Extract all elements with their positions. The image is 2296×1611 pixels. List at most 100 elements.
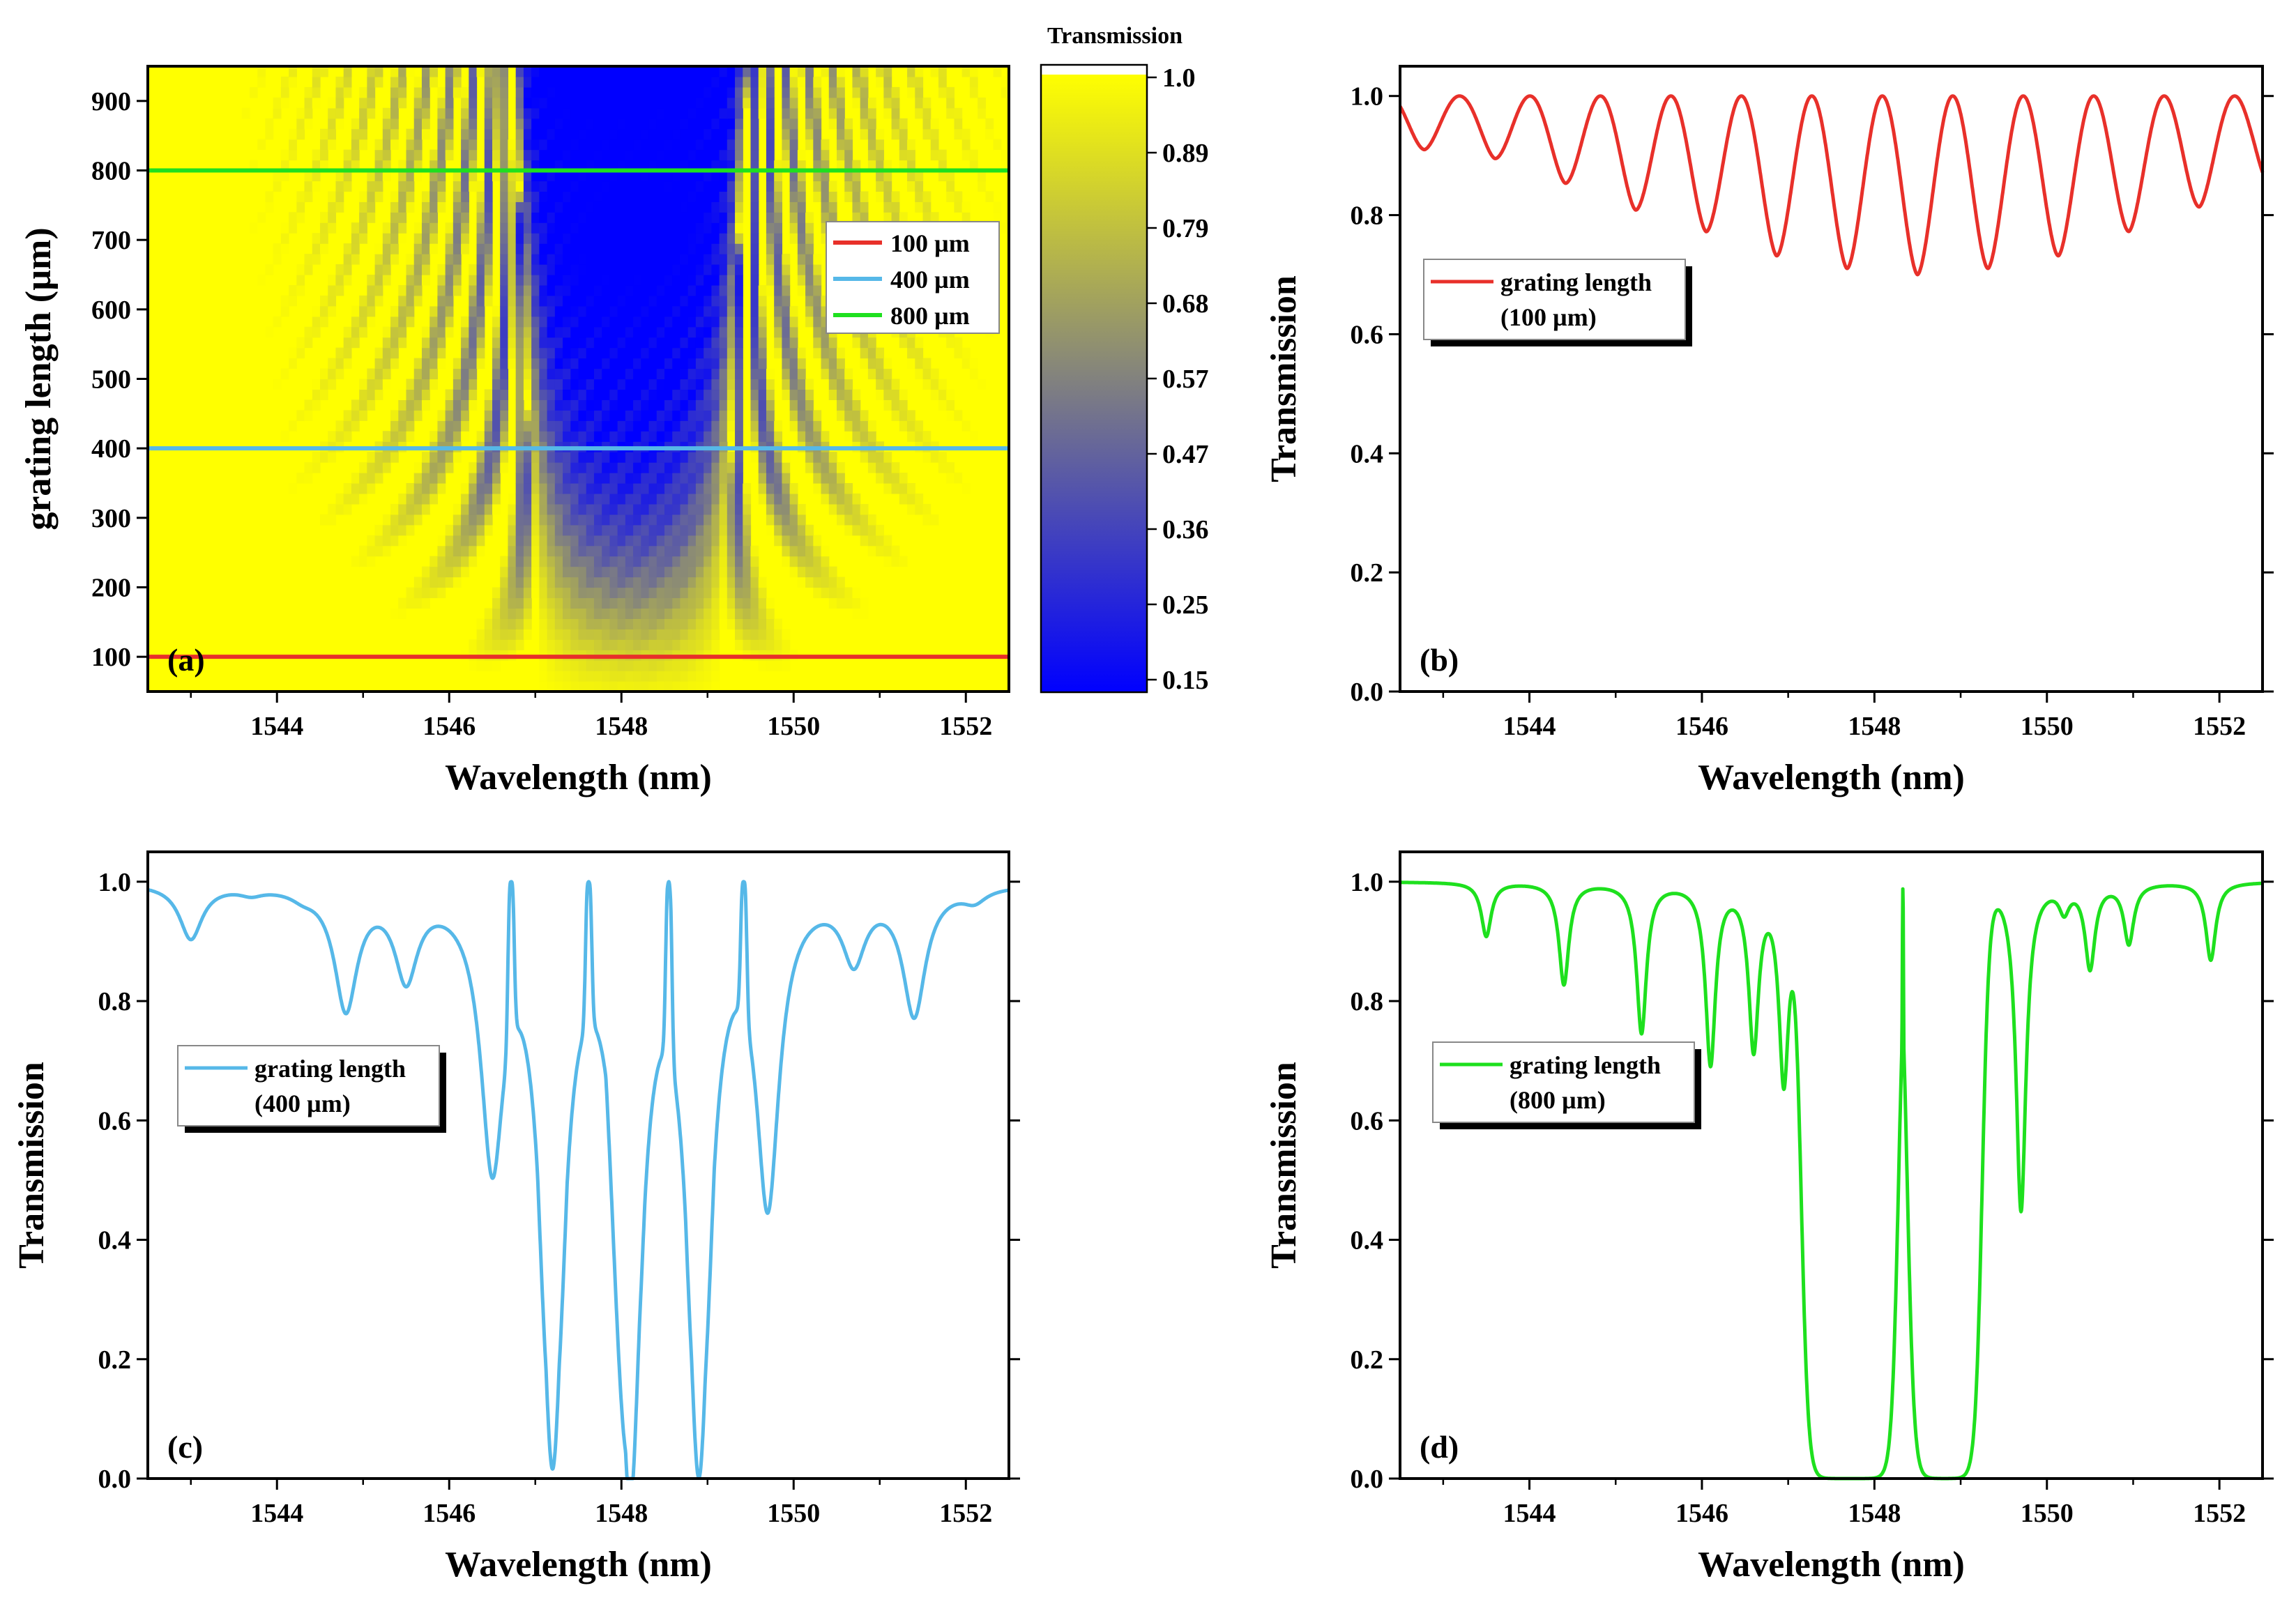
heatmap-cell	[704, 368, 712, 380]
heatmap-cell	[586, 399, 595, 411]
heatmap-cell	[648, 545, 657, 557]
heatmap-cell	[351, 399, 360, 411]
heatmap-cell	[602, 284, 611, 296]
heatmap-cell	[602, 462, 611, 473]
heatmap-cell	[602, 160, 611, 171]
heatmap-cell	[633, 181, 641, 192]
heatmap-cell	[805, 86, 814, 98]
heatmap-cell	[617, 493, 626, 505]
heatmap-cell	[704, 316, 712, 328]
heatmap-cell	[508, 556, 517, 567]
heatmap-cell	[625, 160, 634, 171]
heatmap-cell	[782, 473, 791, 484]
heatmap-cell	[421, 577, 430, 588]
heatmap-cell	[304, 264, 313, 275]
heatmap-cell	[758, 483, 767, 494]
heatmap-cell	[374, 76, 383, 88]
heatmap-cell	[570, 160, 579, 171]
heatmap-cell	[374, 264, 383, 275]
heatmap-cell	[374, 275, 383, 286]
heatmap-cell	[625, 535, 634, 547]
heatmap-cell	[570, 524, 579, 536]
heatmap-cell	[320, 243, 328, 254]
heatmap-cell	[672, 118, 681, 130]
heatmap-cell	[515, 347, 524, 359]
y-axis-label: grating length (µm)	[19, 227, 59, 530]
heatmap-cell	[672, 181, 681, 192]
heatmap-cell	[633, 97, 641, 109]
heatmap-cell	[586, 76, 595, 88]
heatmap-cell	[656, 347, 665, 359]
heatmap-cell	[563, 326, 571, 338]
heatmap-cell	[367, 535, 376, 547]
heatmap-cell	[484, 107, 493, 119]
heatmap-cell	[633, 295, 641, 307]
heatmap-cell	[656, 284, 665, 296]
heatmap-cell	[727, 160, 736, 171]
heatmap-cell	[719, 170, 728, 182]
heatmap-cell	[704, 660, 712, 671]
heatmap-cell	[570, 462, 579, 473]
heatmap-cell	[672, 201, 681, 213]
heatmap-cell	[593, 556, 602, 567]
heatmap-cell	[641, 170, 650, 182]
heatmap-cell	[766, 629, 775, 640]
heatmap-cell	[844, 160, 853, 171]
heatmap-cell	[398, 305, 407, 317]
heatmap-cell	[711, 201, 720, 213]
heatmap-cell	[304, 181, 313, 192]
heatmap-cell	[602, 107, 611, 119]
heatmap-cell	[602, 295, 611, 307]
heatmap-cell	[492, 347, 501, 359]
heatmap-cell	[484, 452, 493, 463]
heatmap-cell	[563, 452, 571, 463]
heatmap-cell	[860, 358, 869, 369]
heatmap-cell	[672, 284, 681, 296]
heatmap-cell	[413, 275, 423, 286]
heatmap-cell	[727, 170, 736, 182]
heatmap-cell	[860, 86, 869, 98]
heatmap-cell	[508, 597, 517, 609]
heatmap-cell	[813, 149, 822, 161]
heatmap-cell	[570, 170, 579, 182]
heatmap-cell	[735, 347, 743, 359]
heatmap-cell	[593, 671, 602, 682]
heatmap-cell	[586, 295, 595, 307]
heatmap-cell	[406, 275, 415, 286]
heatmap-cell	[398, 597, 407, 609]
heatmap-cell	[844, 410, 853, 421]
heatmap-cell	[539, 671, 548, 682]
heatmap-cell	[617, 326, 626, 338]
heatmap-cell	[711, 379, 720, 390]
y-tick-label: 600	[91, 296, 131, 325]
heatmap-cell	[735, 97, 743, 109]
heatmap-cell	[602, 431, 611, 442]
heatmap-cell	[648, 254, 657, 265]
heatmap-cell	[492, 358, 501, 369]
heatmap-cell	[719, 524, 728, 536]
heatmap-cell	[453, 66, 462, 77]
heatmap-cell	[523, 473, 532, 484]
heatmap-cell	[578, 305, 587, 317]
heatmap-cell	[602, 493, 611, 505]
heatmap-cell	[625, 295, 634, 307]
heatmap-cell	[609, 191, 618, 202]
heatmap-cell	[641, 629, 650, 640]
heatmap-cell	[367, 97, 376, 109]
heatmap-cell	[648, 86, 657, 98]
heatmap-cell	[782, 149, 791, 161]
heatmap-cell	[421, 587, 430, 599]
heatmap-cell	[656, 629, 665, 640]
heatmap-cell	[461, 514, 469, 526]
heatmap-cell	[304, 170, 313, 182]
heatmap-cell	[648, 128, 657, 140]
heatmap-cell	[413, 295, 423, 307]
heatmap-cell	[656, 577, 665, 588]
heatmap-cell	[813, 545, 822, 557]
heatmap-cell	[782, 389, 791, 400]
heatmap-cell	[625, 275, 634, 286]
heatmap-cell	[547, 160, 556, 171]
heatmap-cell	[648, 97, 657, 109]
heatmap-cell	[704, 503, 712, 515]
heatmap-cell	[625, 639, 634, 650]
